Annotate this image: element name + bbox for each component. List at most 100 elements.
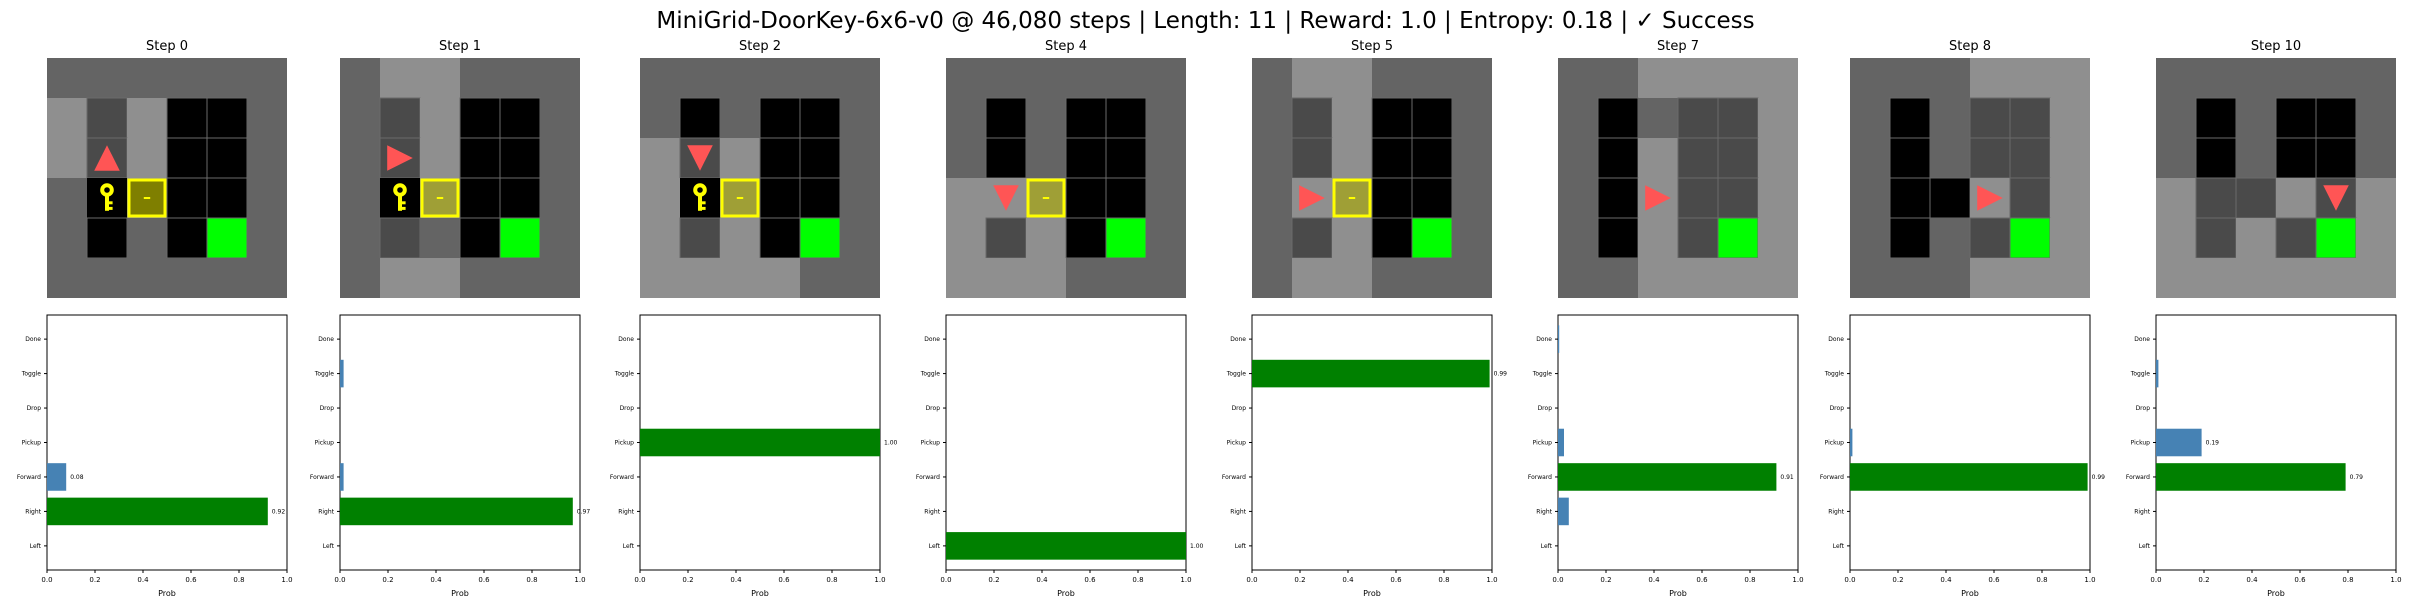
floor-tile <box>1026 218 1066 258</box>
y-tick-label: Done <box>1536 336 1552 343</box>
agent-icon <box>2323 185 2349 211</box>
unseen-tile <box>1065 177 1107 219</box>
floor-tile <box>540 138 580 178</box>
unseen-tile <box>499 137 541 179</box>
y-tick-label: Done <box>1828 336 1844 343</box>
chart-frame <box>339 314 581 571</box>
floor-tile <box>1252 98 1292 138</box>
policy-chart: Left Right Forward 0.79 Pickup 0.19 Drop Toggle… <box>2126 314 2402 598</box>
x-tick-label: 0.4 <box>1940 576 1952 584</box>
floor-tile <box>1638 218 1678 258</box>
wall-tile <box>2275 217 2317 259</box>
y-tick-label: Left <box>1235 543 1247 550</box>
floor-tile <box>1598 58 1638 98</box>
bar <box>640 428 880 457</box>
x-tick-label: 1.0 <box>874 576 885 584</box>
y-tick-label: Left <box>30 543 42 550</box>
y-tick-label: Done <box>2134 336 2150 343</box>
floor-tile <box>1678 58 1718 98</box>
chart-frame <box>1849 314 2091 571</box>
x-tick-label: 1.0 <box>2084 576 2095 584</box>
floor-tile <box>1930 218 1970 258</box>
floor-tile <box>1026 98 1066 138</box>
x-tick-label: 1.0 <box>281 576 292 584</box>
floor-tile <box>720 58 760 98</box>
goal-tile <box>2315 217 2357 259</box>
y-tick-label: Left <box>1541 543 1553 550</box>
x-axis-label: Prob <box>158 589 176 598</box>
unseen-tile <box>1597 217 1639 259</box>
wall-tile <box>1677 97 1719 139</box>
floor-tile <box>1850 58 1890 98</box>
door-tile <box>127 178 167 218</box>
unseen-tile <box>1889 137 1931 179</box>
bar <box>47 497 268 526</box>
bar-value-label: 0.91 <box>1780 474 1794 481</box>
unseen-tile <box>86 217 128 259</box>
floor-tile <box>1558 258 1598 298</box>
floor-tile <box>2236 58 2276 98</box>
floor-tile <box>47 98 87 138</box>
y-tick-label: Toggle <box>1226 371 1247 378</box>
unseen-tile <box>759 177 801 219</box>
floor-tile <box>1146 138 1186 178</box>
bar <box>340 359 344 388</box>
policy-chart: Left Right Forward Pickup 1.00 Drop Toggle Done… <box>610 314 898 598</box>
unseen-tile <box>1411 177 1453 219</box>
floor-tile <box>2050 98 2090 138</box>
bar <box>1558 463 1777 491</box>
floor-tile <box>1718 258 1758 298</box>
x-axis-label: Prob <box>1363 589 1381 598</box>
unseen-tile <box>1105 177 1147 219</box>
wall-tile <box>1291 217 1333 259</box>
floor-tile <box>380 258 420 298</box>
floor-tile <box>1558 58 1598 98</box>
frame-panel: Step 0 <box>47 39 287 298</box>
x-tick-label: 0.6 <box>778 576 790 584</box>
x-tick-label: 0.0 <box>1246 576 1257 584</box>
unseen-tile <box>2315 137 2357 179</box>
floor-tile <box>840 178 880 218</box>
unseen-tile <box>799 177 841 219</box>
y-tick-label: Left <box>1833 543 1845 550</box>
floor-tile <box>247 258 287 298</box>
unseen-tile <box>985 97 1027 139</box>
floor-tile <box>1146 178 1186 218</box>
floor-tile <box>2156 258 2196 298</box>
x-tick-label: 0.8 <box>826 576 837 584</box>
floor-tile <box>640 218 680 258</box>
floor-tile <box>127 258 167 298</box>
unseen-tile <box>459 177 501 219</box>
floor-tile <box>1252 218 1292 258</box>
frame-panel: Step 10 <box>2156 39 2396 298</box>
floor-tile <box>800 258 840 298</box>
agent-icon <box>387 145 413 171</box>
wall-tile <box>1969 217 2011 259</box>
floor-tile <box>840 98 880 138</box>
y-tick-label: Forward <box>1528 474 1552 481</box>
floor-tile <box>1332 98 1372 138</box>
y-tick-label: Done <box>25 336 41 343</box>
x-tick-label: 0.6 <box>1988 576 2000 584</box>
floor-tile <box>2196 258 2236 298</box>
unseen-tile <box>1371 217 1413 259</box>
floor-tile <box>640 58 680 98</box>
x-tick-label: 0.0 <box>1844 576 1855 584</box>
y-tick-label: Forward <box>916 474 940 481</box>
y-tick-label: Left <box>929 543 941 550</box>
floor-tile <box>2236 258 2276 298</box>
wall-tile <box>1677 177 1719 219</box>
policy-chart: Left Right Forward 0.99 Pickup Drop Toggle Done… <box>1820 314 2105 598</box>
wall-tile <box>2009 177 2051 219</box>
x-tick-label: 0.8 <box>233 576 244 584</box>
frame-title: Step 0 <box>146 39 188 54</box>
floor-tile <box>1850 258 1890 298</box>
floor-tile <box>1638 258 1678 298</box>
floor-tile <box>1850 138 1890 178</box>
unseen-tile <box>459 97 501 139</box>
x-tick-label: 0.6 <box>478 576 490 584</box>
unseen-tile <box>759 137 801 179</box>
unseen-tile <box>1889 217 1931 259</box>
wall-tile <box>2195 217 2237 259</box>
unseen-tile <box>1371 137 1413 179</box>
